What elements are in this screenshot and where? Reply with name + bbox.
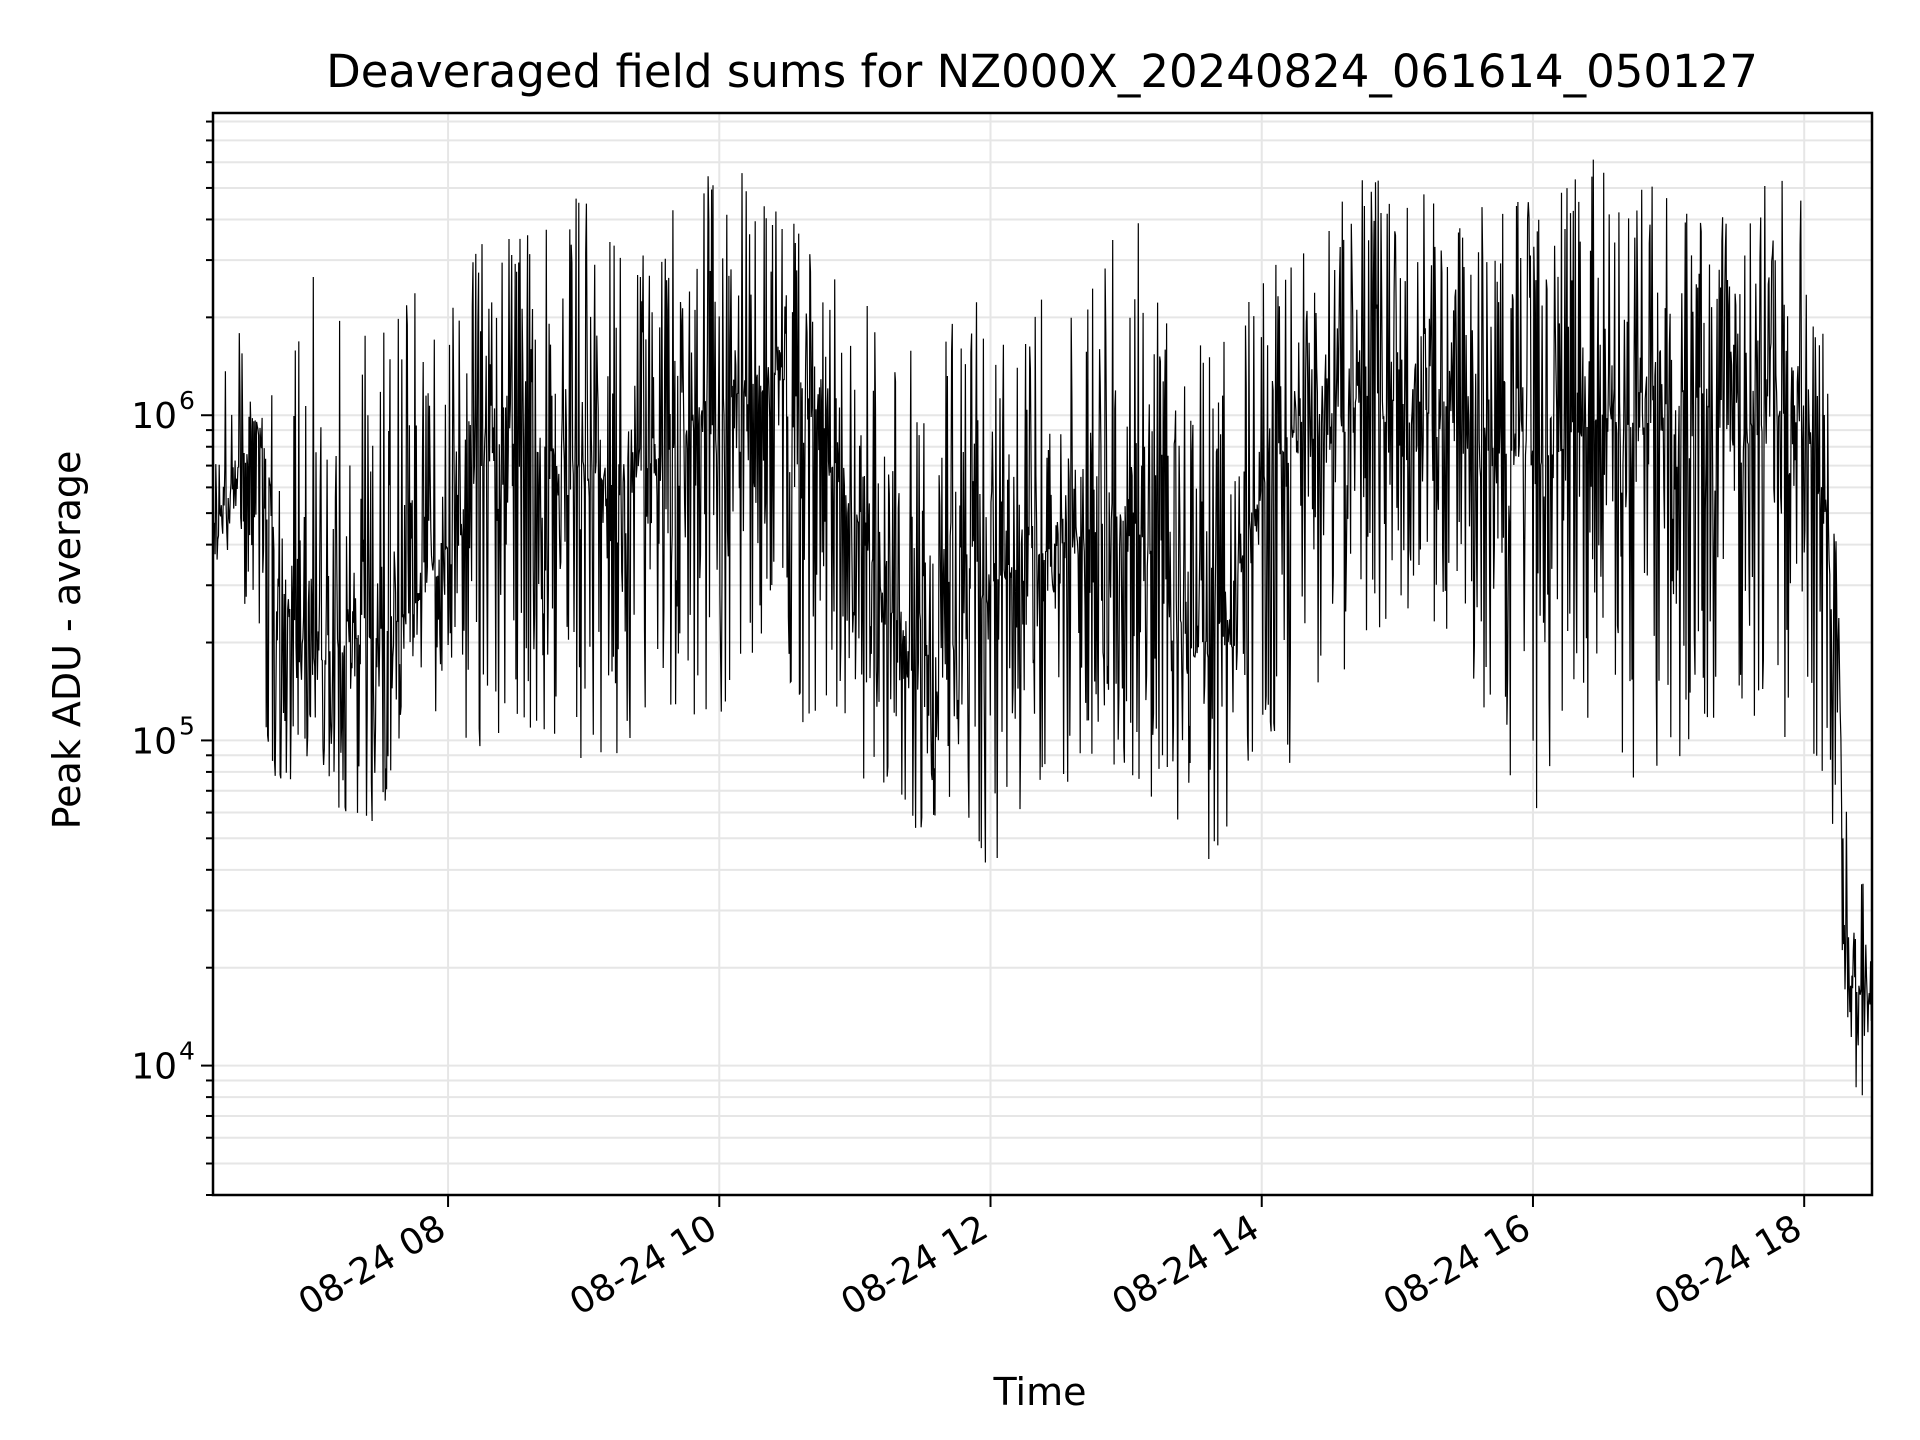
series-line [212, 159, 1873, 1096]
chart-title: Deaveraged field sums for NZ000X_2024082… [326, 45, 1758, 98]
y-tick-exponent: 4 [179, 1037, 195, 1066]
y-tick-label: 10 4 [131, 1037, 195, 1088]
y-tick-base: 10 [131, 721, 177, 762]
y-tick-exponent: 5 [179, 711, 195, 740]
y-tick-label: 10 6 [131, 386, 195, 437]
x-axis-label: Time [993, 1370, 1087, 1414]
y-tick-base: 10 [131, 396, 177, 437]
y-axis-label: Peak ADU - average [45, 451, 89, 830]
series-layer [212, 159, 1873, 1096]
plot-frame [211, 111, 1874, 1197]
y-tick-base: 10 [131, 1047, 177, 1088]
y-tick-label: 10 5 [131, 711, 195, 762]
y-tick-exponent: 6 [179, 386, 195, 415]
